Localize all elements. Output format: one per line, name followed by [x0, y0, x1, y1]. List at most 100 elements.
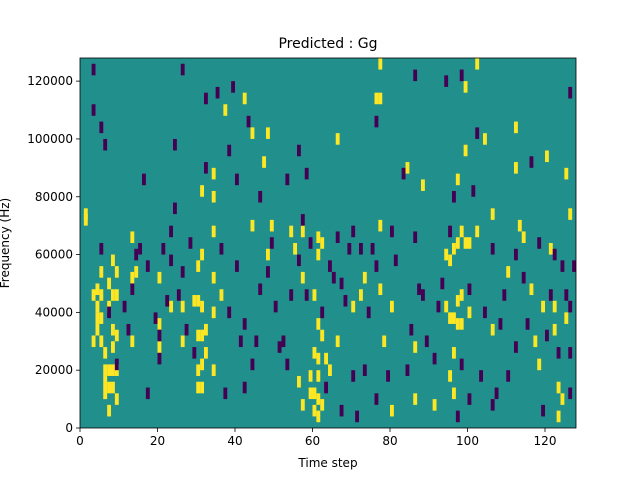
plot-frame [79, 57, 577, 429]
heatmap-cell-high [316, 248, 321, 261]
heatmap-cell-high [517, 219, 522, 232]
heatmap-cell-low [514, 341, 518, 353]
x-tick-label: 120 [534, 434, 557, 448]
heatmap-cell-high [200, 329, 205, 342]
heatmap-cell-high [506, 266, 511, 278]
heatmap-cell-high [455, 295, 460, 307]
heatmap-cell-high [374, 92, 379, 105]
heatmap-cell-low [432, 352, 437, 365]
heatmap-cell-low [223, 387, 228, 400]
heatmap-cell-low [467, 393, 472, 405]
heatmap-cell-high [211, 190, 216, 203]
heatmap-cell-high [223, 104, 228, 116]
x-tick-label: 60 [305, 434, 320, 448]
heatmap-cell-low [393, 254, 398, 267]
heatmap-cell-high [114, 329, 119, 342]
heatmap-cell-high [95, 283, 100, 296]
heatmap-cell-low [572, 260, 577, 272]
heatmap-cell-high [211, 225, 216, 238]
heatmap-cell-high [293, 243, 298, 255]
heatmap-cell-low [238, 335, 243, 348]
heatmap-cell-low [390, 225, 394, 238]
heatmap-cell-low [335, 231, 340, 243]
heatmap-cell-high [111, 254, 115, 267]
heatmap-cell-low [153, 312, 158, 324]
y-tick-label: 120000 [27, 74, 73, 88]
heatmap-cell-high [548, 243, 553, 255]
heatmap-cell-low [564, 289, 569, 301]
heatmap-cell-high [180, 300, 185, 313]
heatmap-cell-low [421, 289, 425, 301]
heatmap-cell-high [250, 127, 255, 139]
heatmap-cell-high [180, 335, 185, 348]
heatmap-cell-high [114, 289, 119, 301]
heatmap-cell-low [250, 358, 255, 371]
heatmap-cell-low [285, 173, 290, 186]
heatmap-cell-low [176, 289, 181, 301]
heatmap-cell-low [107, 306, 112, 319]
heatmap-cell-high [390, 404, 394, 417]
heatmap-cell-high [111, 289, 115, 301]
heatmap-cell-low [138, 243, 143, 255]
heatmap-cell-low [502, 289, 507, 301]
heatmap-cell-high [455, 318, 460, 330]
heatmap-cell-low [351, 225, 356, 238]
heatmap-cell-low [188, 237, 193, 249]
heatmap-cell-low [242, 381, 247, 394]
y-tick-label: 60000 [35, 248, 73, 262]
heatmap-cell-high [514, 121, 518, 134]
heatmap-cell-low [273, 300, 278, 313]
heatmap-cell-low [235, 173, 239, 186]
heatmap-cell-high [200, 185, 205, 197]
heatmap-cell-high [99, 289, 104, 301]
heatmap-cell-high [114, 266, 119, 278]
heatmap-cell-high [463, 144, 468, 157]
heatmap-cell-high [467, 306, 472, 319]
heatmap-cell-low [494, 387, 499, 400]
heatmap-cell-low [568, 300, 573, 313]
heatmap-cell-low [99, 121, 104, 134]
y-tick-label: 100000 [27, 132, 73, 146]
heatmap-cell-high [91, 289, 96, 301]
heatmap-cell-high [328, 364, 332, 376]
heatmap-cell-low [370, 243, 375, 255]
heatmap-cell-low [537, 237, 542, 249]
heatmap-cell-low [289, 289, 294, 301]
heatmap-cell-high [83, 208, 88, 220]
heatmap-cell-high [130, 271, 135, 284]
heatmap-cell-low [277, 341, 282, 353]
heatmap-cell-low [122, 300, 127, 313]
heatmap-cell-high [316, 352, 321, 365]
heatmap-cells [83, 58, 577, 423]
heatmap-cell-low [227, 306, 232, 319]
heatmap-cell-high [463, 237, 468, 249]
heatmap-cell-low [401, 167, 406, 180]
heatmap-cell-high [262, 156, 267, 168]
heatmap-cell-low [215, 86, 220, 99]
heatmap-cell-low [173, 138, 177, 151]
heatmap-cell-high [452, 387, 456, 400]
heatmap-cell-low [525, 318, 530, 330]
heatmap-cell-high [269, 219, 274, 232]
heatmap-cell-low [514, 248, 518, 261]
heatmap-cell-high [316, 370, 321, 382]
heatmap-cell-low [545, 329, 549, 342]
y-axis-ticks: 0 20000 40000 60000 80000 100000 120000 [27, 74, 80, 435]
heatmap-cell-low [529, 156, 534, 168]
heatmap-cell-low [235, 260, 239, 272]
heatmap-cell-low [459, 358, 464, 371]
heatmap-cell-high [390, 300, 394, 313]
heatmap-cell-low [374, 393, 379, 405]
heatmap-cell-low [304, 167, 309, 180]
heatmap-cell-high [378, 283, 383, 296]
heatmap-cell-high [320, 329, 325, 342]
heatmap-cell-high [413, 341, 418, 353]
heatmap-cell-low [448, 225, 453, 238]
heatmap-cell-high [103, 364, 108, 376]
heatmap-cell-high [134, 266, 139, 278]
heatmap-cell-high [556, 410, 561, 423]
heatmap-cell-high [564, 167, 569, 180]
heatmap-cell-low [362, 364, 367, 376]
heatmap-cell-low [161, 243, 166, 255]
heatmap-cell-high [266, 127, 270, 139]
